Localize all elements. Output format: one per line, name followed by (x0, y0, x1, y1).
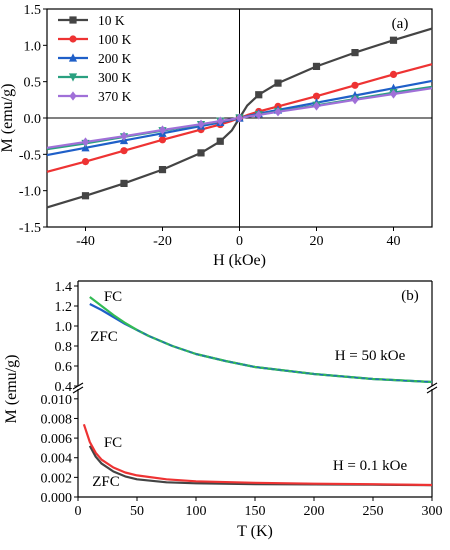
panel-b-lower-ytick-label: 0.010 (41, 393, 73, 408)
panel-b-lower-ytick-label: 0.006 (41, 432, 73, 447)
panel-b-upper-ytick-label: 0.4 (55, 380, 73, 395)
data-point (216, 116, 224, 126)
panel-a-x-axis-title: H (kOe) (213, 252, 266, 269)
panel-b-xtick-label: 200 (304, 504, 325, 519)
panel-a-ytick-label: -1.5 (19, 221, 41, 236)
data-point (312, 62, 321, 71)
panel-b-xtick-label: 300 (422, 504, 443, 519)
panel-b-xtick-label: 100 (186, 504, 207, 519)
data-point (158, 165, 167, 174)
panel-b-xtick-label: 50 (130, 504, 144, 519)
panel-b-upper-ytick-label: 0.8 (55, 340, 73, 355)
panel-b-y-axis-title: M (emu/g) (3, 355, 20, 424)
panel-b-upper-ytick-label: 1.4 (55, 280, 73, 295)
panel-a-xtick-label: 20 (310, 234, 324, 249)
series-line-upper-fc (89, 296, 433, 384)
panel-b-lower-ytick-label: 0.002 (41, 471, 73, 486)
panel-a-y-axis-title: M (emu/g) (0, 84, 16, 153)
data-point (216, 137, 224, 145)
data-point (389, 70, 398, 78)
panel-b-upper-ytick-label: 0.6 (55, 360, 73, 375)
data-point (197, 119, 205, 129)
panel-a-xtick-label: 40 (387, 234, 401, 249)
series-line-upper-zfc (89, 303, 433, 384)
legend-label: 370 K (98, 89, 132, 104)
lower-field-annotation: H = 0.1 kOe (333, 458, 408, 474)
panel-a-xtick-label: -20 (153, 234, 172, 249)
panel-a-label: (a) (392, 16, 409, 32)
panel-a-ytick-label: -0.5 (19, 148, 41, 163)
data-point (255, 110, 263, 120)
data-point (81, 192, 90, 200)
panel-b-xtick-label: 250 (363, 504, 384, 519)
upper-field-annotation: H = 50 kOe (335, 348, 406, 364)
panel-a-ytick-label: 1.5 (24, 3, 42, 18)
legend-label: 300 K (98, 70, 132, 85)
data-point (120, 131, 128, 141)
upper-fc-label: FC (104, 289, 122, 305)
data-point (81, 158, 90, 166)
legend-label: 100 K (98, 32, 132, 47)
data-point (158, 125, 167, 135)
data-point (274, 79, 282, 87)
data-point (312, 101, 321, 111)
panel-b-upper-ytick-label: 1.0 (55, 320, 73, 335)
legend-marker (68, 53, 78, 62)
data-point (197, 149, 205, 157)
data-point (120, 179, 128, 187)
legend-marker (69, 35, 77, 43)
panel-b-lower-ytick-label: 0.008 (41, 412, 73, 427)
panel-b-lower-ytick-label: 0.000 (41, 491, 73, 506)
data-point (158, 136, 167, 144)
data-point (351, 49, 359, 57)
axis-break-mark (72, 386, 84, 394)
axis-break-mark (426, 386, 438, 394)
series-line-upper-zfc-overlay (136, 329, 433, 383)
panel-a-xtick-label: -40 (76, 234, 95, 249)
panel-a-ytick-label: 0.0 (24, 112, 42, 127)
panel-b-x-axis-title: T (K) (237, 523, 273, 540)
legend-label: 200 K (98, 51, 132, 66)
legend-marker (69, 16, 77, 24)
data-point (255, 91, 263, 99)
panel-a-xtick-label: 0 (236, 234, 243, 249)
axis-break-mark (426, 382, 438, 390)
lower-fc-label: FC (104, 435, 122, 451)
data-point (274, 107, 282, 117)
panel-b-lower-ytick-label: 0.004 (41, 452, 73, 467)
panel-b-xtick-label: 0 (75, 504, 82, 519)
panel-b-xtick-label: 150 (245, 504, 266, 519)
lower-zfc-label: ZFC (92, 474, 120, 490)
data-point (389, 36, 398, 44)
data-point (312, 92, 321, 100)
series-line-lower-fc (82, 423, 433, 487)
data-point (351, 81, 359, 89)
legend-marker (69, 91, 77, 101)
legend-label: 10 K (98, 13, 125, 28)
data-point (120, 147, 128, 155)
legend-marker (68, 73, 78, 82)
panel-b-label: (b) (401, 288, 419, 304)
data-point (81, 137, 90, 147)
panel-b-upper-ytick-label: 1.2 (55, 300, 73, 315)
panel-a-ytick-label: 0.5 (24, 76, 42, 91)
panel-a-ytick-label: 1.0 (24, 39, 42, 54)
data-point (351, 95, 359, 105)
panel-a-ytick-label: -1.0 (19, 185, 41, 200)
upper-zfc-label: ZFC (90, 329, 118, 345)
data-point (235, 113, 244, 123)
data-point (389, 89, 398, 99)
